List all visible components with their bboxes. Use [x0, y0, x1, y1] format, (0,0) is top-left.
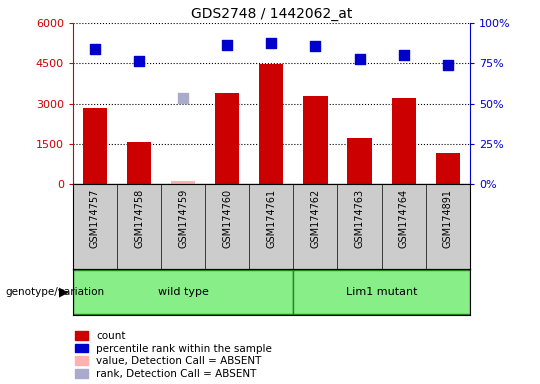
Point: [443, 62, 452, 68]
Text: GSM174759: GSM174759: [178, 189, 188, 248]
Point: [355, 56, 364, 63]
Text: GSM174764: GSM174764: [399, 189, 409, 248]
Point: [135, 58, 144, 64]
Text: Lim1 mutant: Lim1 mutant: [346, 287, 417, 297]
Text: genotype/variation: genotype/variation: [5, 287, 105, 297]
Text: GSM174891: GSM174891: [443, 189, 453, 248]
Text: GSM174758: GSM174758: [134, 189, 144, 248]
Point: [179, 95, 187, 101]
Bar: [259, 64, 284, 184]
Bar: [83, 108, 107, 184]
Bar: [127, 142, 151, 184]
Title: GDS2748 / 1442062_at: GDS2748 / 1442062_at: [191, 7, 352, 21]
Text: GSM174760: GSM174760: [222, 189, 232, 248]
Bar: [73, 270, 293, 314]
Text: GSM174757: GSM174757: [90, 189, 100, 248]
Bar: [436, 154, 460, 184]
Bar: [347, 138, 372, 184]
Point: [311, 43, 320, 49]
Bar: [171, 181, 195, 184]
Bar: [303, 96, 328, 184]
Text: ▶: ▶: [59, 285, 69, 298]
Bar: [293, 270, 470, 314]
Text: GSM174762: GSM174762: [310, 189, 320, 248]
Point: [399, 52, 408, 58]
Legend: count, percentile rank within the sample, value, Detection Call = ABSENT, rank, : count, percentile rank within the sample…: [76, 331, 272, 379]
Text: GSM174761: GSM174761: [266, 189, 276, 248]
Point: [223, 41, 232, 48]
Bar: [392, 98, 416, 184]
Point: [91, 46, 99, 52]
Point: [267, 40, 275, 46]
Text: GSM174763: GSM174763: [355, 189, 365, 248]
Bar: [215, 93, 239, 184]
Text: wild type: wild type: [158, 287, 208, 297]
